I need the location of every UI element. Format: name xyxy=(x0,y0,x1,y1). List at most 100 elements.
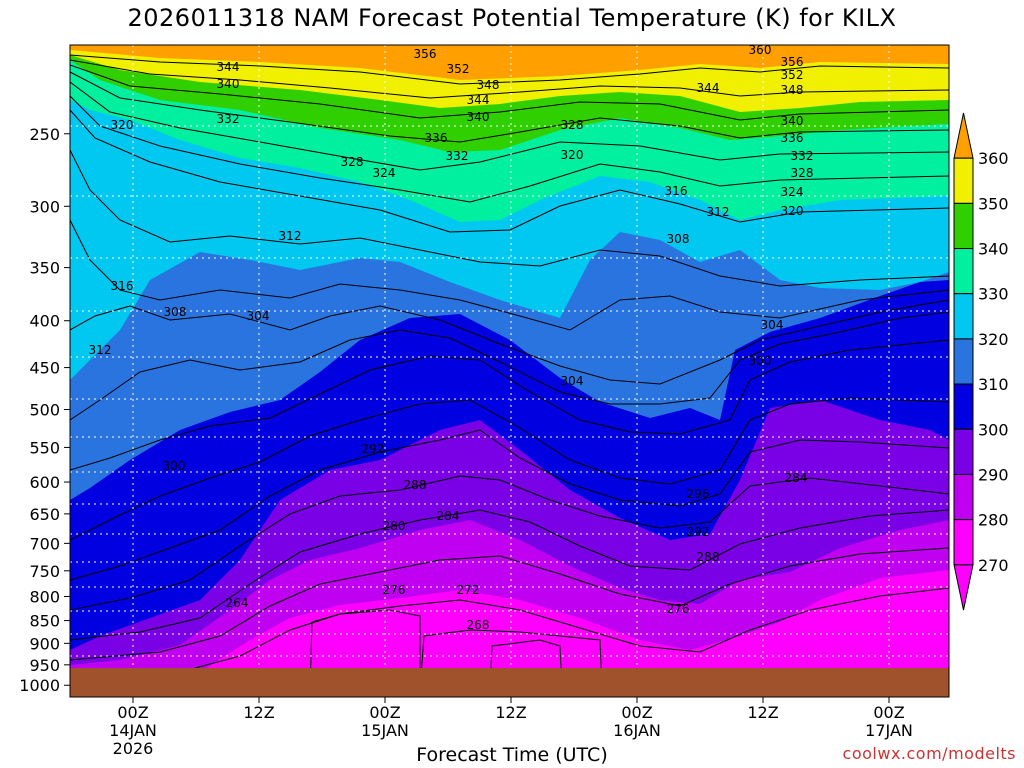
contour-label: 340 xyxy=(467,110,490,124)
x-tick-label: 14JAN xyxy=(109,721,157,740)
contour-label: 324 xyxy=(781,185,804,199)
contour-label: 272 xyxy=(457,583,480,597)
y-tick-label: 900 xyxy=(29,634,60,653)
contour-label: 332 xyxy=(791,149,814,163)
colorbar-label: 360 xyxy=(978,149,1009,168)
plot-frame xyxy=(69,44,950,698)
colorbar-label: 270 xyxy=(978,556,1009,575)
x-tick-label: 2026 xyxy=(113,739,154,758)
colorbar-label: 300 xyxy=(978,420,1009,439)
contour-label: 336 xyxy=(425,131,448,145)
colorbar-label: 350 xyxy=(978,194,1009,213)
contour-label: 352 xyxy=(447,62,470,76)
x-tick-label: 12Z xyxy=(243,703,274,722)
contour-label: 304 xyxy=(247,309,270,323)
contour-label: 320 xyxy=(111,118,134,132)
contour-label: 312 xyxy=(89,343,112,357)
contour-label: 320 xyxy=(561,148,584,162)
contour-label: 288 xyxy=(697,550,720,564)
contour-label: 316 xyxy=(111,279,134,293)
colorbar-top-arrow xyxy=(953,112,974,159)
y-tick-label: 1000 xyxy=(19,676,60,695)
x-tick-label: 16JAN xyxy=(613,721,661,740)
x-tick-label: 15JAN xyxy=(361,721,409,740)
contour-label: 280 xyxy=(383,519,406,533)
x-tick-label: 12Z xyxy=(747,703,778,722)
contour-label: 276 xyxy=(383,583,406,597)
x-tick-label: 00Z xyxy=(873,703,904,722)
colorbar-label: 310 xyxy=(978,375,1009,394)
contour-label: 296 xyxy=(687,487,710,501)
contour-label: 328 xyxy=(561,118,584,132)
colorbar-segment xyxy=(953,293,974,340)
contour-label: 300 xyxy=(749,354,772,368)
contour-label: 332 xyxy=(217,112,240,126)
contour-label: 284 xyxy=(785,471,808,485)
contour-label: 344 xyxy=(467,93,490,107)
colorbar-segment xyxy=(953,202,974,250)
colorbar: 360 350 340 330 320 310 300 290 280 270 xyxy=(953,112,1009,611)
y-tick-label: 450 xyxy=(29,359,60,378)
y-tick-label: 600 xyxy=(29,473,60,492)
x-tick-label: 12Z xyxy=(495,703,526,722)
contour-label: 328 xyxy=(341,155,364,169)
contour-label: 276 xyxy=(667,602,690,616)
y-tick-label: 750 xyxy=(29,562,60,581)
y-tick-label: 650 xyxy=(29,505,60,524)
contour-label: 284 xyxy=(437,509,460,523)
contour-label: 328 xyxy=(791,166,814,180)
contour-label: 352 xyxy=(781,68,804,82)
contour-label: 304 xyxy=(561,374,584,388)
contour-label: 288 xyxy=(404,478,427,492)
colorbar-label: 340 xyxy=(978,240,1009,259)
colorbar-segment xyxy=(953,157,974,204)
x-tick-label: 17JAN xyxy=(865,721,913,740)
contour-label: 324 xyxy=(373,166,396,180)
y-axis: 250 300 350 400 450 500 550 600 650 700 750 800 850 9… xyxy=(19,125,70,695)
contour-label: 336 xyxy=(781,131,804,145)
contour-label: 360 xyxy=(749,43,772,57)
contour-label: 340 xyxy=(217,77,240,91)
colorbar-label: 290 xyxy=(978,465,1009,484)
y-tick-label: 700 xyxy=(29,534,60,553)
colorbar-label: 330 xyxy=(978,285,1009,304)
colorbar-segment xyxy=(953,338,974,385)
contour-label: 308 xyxy=(667,232,690,246)
chart-title: 2026011318 NAM Forecast Potential Temper… xyxy=(127,4,897,32)
colorbar-segment xyxy=(953,473,974,521)
contour-label: 304 xyxy=(761,318,784,332)
contour-label: 316 xyxy=(665,184,688,198)
x-tick-label: 00Z xyxy=(117,703,148,722)
contour-lines xyxy=(70,54,949,691)
credit-link[interactable]: coolwx.com/modelts xyxy=(842,744,1016,763)
colorbar-segment xyxy=(953,248,974,295)
contour-label: 340 xyxy=(781,114,804,128)
contour-label: 348 xyxy=(477,78,500,92)
y-tick-label: 250 xyxy=(29,125,60,144)
x-tick-label: 00Z xyxy=(621,703,652,722)
y-tick-label: 800 xyxy=(29,587,60,606)
contour-label: 300 xyxy=(163,459,186,473)
colorbar-segment xyxy=(953,519,974,566)
contour-label: 292 xyxy=(362,442,385,456)
colorbar-bottom-arrow xyxy=(953,564,974,611)
contour-label: 344 xyxy=(217,60,240,74)
colorbar-label: 320 xyxy=(978,330,1009,349)
contour-label: 344 xyxy=(697,81,720,95)
y-tick-label: 350 xyxy=(29,259,60,278)
contour-label: 348 xyxy=(781,83,804,97)
y-tick-label: 300 xyxy=(29,197,60,216)
contour-label: 268 xyxy=(467,618,490,632)
y-tick-label: 850 xyxy=(29,612,60,631)
contour-label: 312 xyxy=(279,229,302,243)
colorbar-segment xyxy=(953,383,974,430)
grid-lines xyxy=(70,45,949,697)
contour-label: 308 xyxy=(164,305,187,319)
y-tick-label: 950 xyxy=(29,656,60,675)
contour-label: 292 xyxy=(687,525,710,539)
y-tick-label: 550 xyxy=(29,438,60,457)
